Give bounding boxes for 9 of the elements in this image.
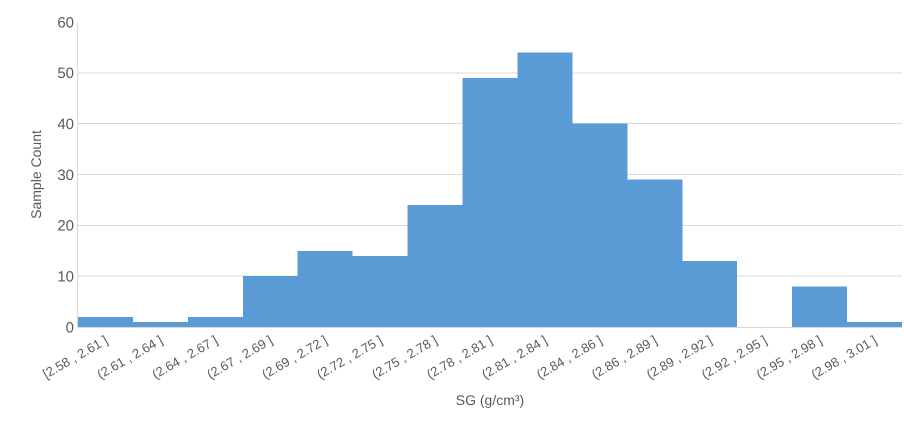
y-axis-title: Sample Count — [28, 130, 44, 219]
y-tick-label: 40 — [57, 116, 74, 133]
y-tick-label: 20 — [57, 218, 74, 235]
y-tick-label: 60 — [57, 14, 74, 32]
y-tick-label: 0 — [66, 319, 74, 336]
y-tick-label: 30 — [57, 166, 74, 184]
x-axis-title: SG (g/cm³) — [456, 392, 524, 408]
y-tick-label: 10 — [57, 268, 74, 286]
y-tick-label: 50 — [57, 65, 74, 82]
